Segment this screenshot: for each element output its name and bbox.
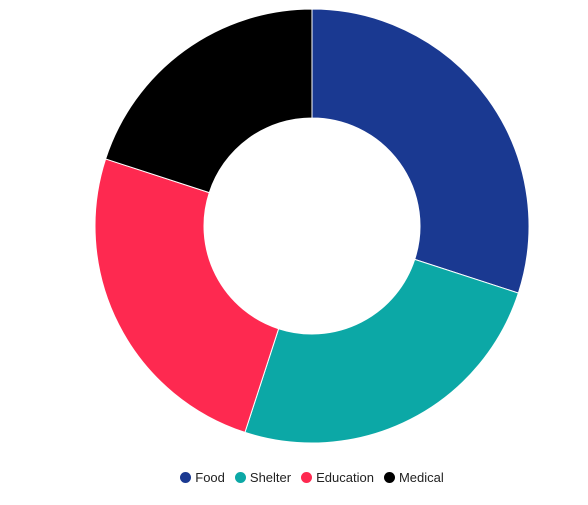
legend-label-education: Education [316,470,374,485]
legend-swatch-shelter [234,472,246,483]
legend-label-medical: Medical [398,470,444,485]
slice-education[interactable] [94,158,280,434]
legend-label-shelter: Shelter [249,470,292,485]
slice-shelter[interactable] [244,258,520,444]
legend-item-education[interactable]: Education [301,470,374,485]
slices-group [94,8,530,444]
legend-swatch-food [180,472,192,483]
legend: Food Shelter Education Medical [0,470,588,485]
legend-item-food[interactable]: Food [180,470,225,485]
legend-swatch-medical [383,472,395,483]
slice-food[interactable] [311,8,530,294]
legend-label-food: Food [195,470,225,485]
legend-item-shelter[interactable]: Shelter [234,470,292,485]
slice-medical[interactable] [104,8,313,194]
legend-item-medical[interactable]: Medical [383,470,444,485]
legend-swatch-education [301,472,313,483]
